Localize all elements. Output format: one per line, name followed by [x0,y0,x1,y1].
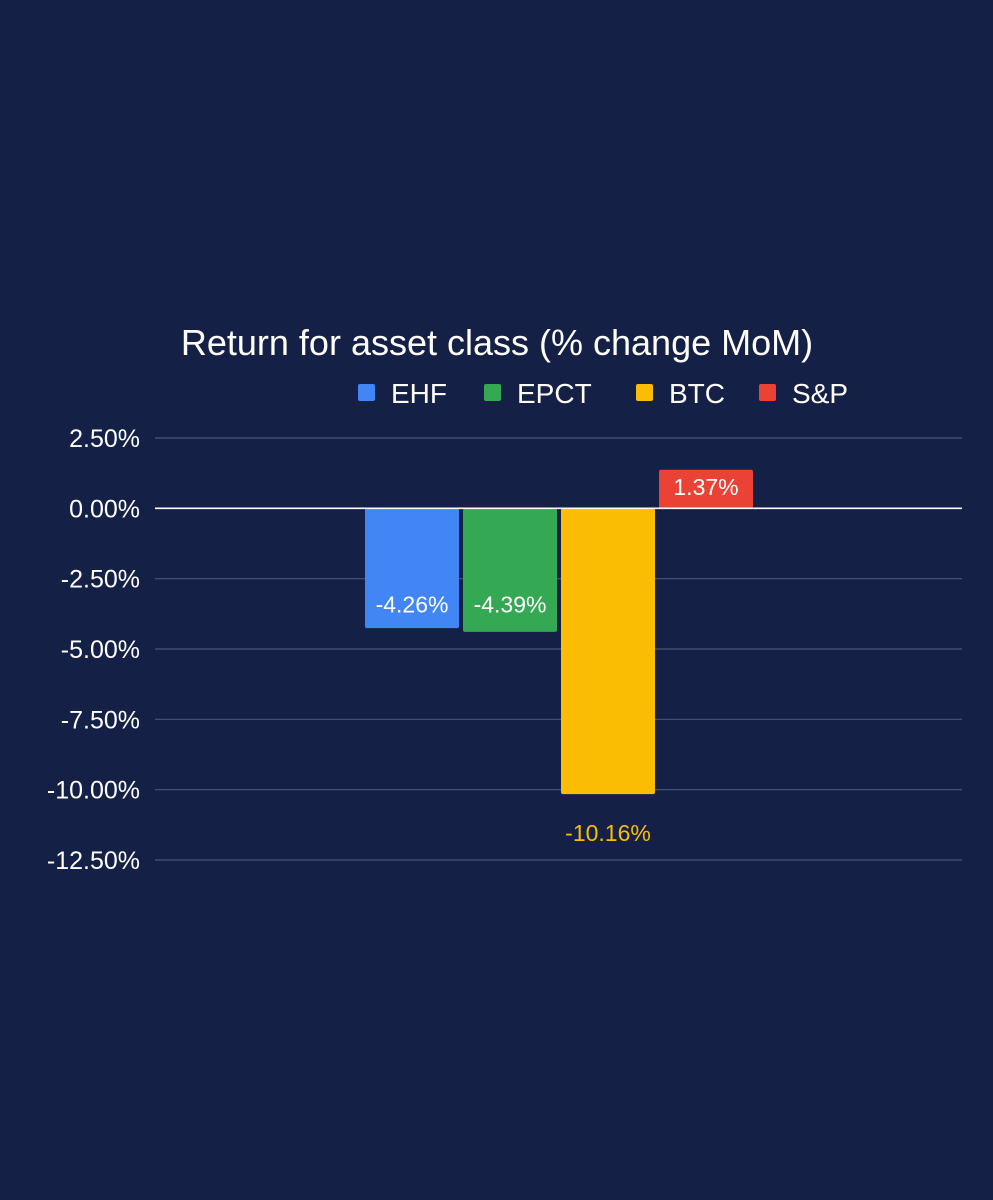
y-tick-label: -5.00% [61,636,140,664]
legend-label: EHF [391,378,447,409]
chart-title: Return for asset class (% change MoM) [181,322,813,363]
legend-label: BTC [669,378,725,409]
y-tick-label: -7.50% [61,706,140,734]
bar-ehf [365,508,459,629]
legend-swatch [636,384,653,401]
data-label: -4.26% [376,591,449,617]
data-label: -4.39% [474,591,547,617]
bar-btc [561,508,655,795]
legend-swatch [484,384,501,401]
gridlines [155,437,962,861]
legend-swatch [358,384,375,401]
data-label: -10.16% [565,820,651,846]
legend-label: EPCT [517,378,592,409]
bar-sp [659,469,753,509]
y-tick-label: 2.50% [69,425,140,453]
legend: EHF EPCT BTC S&P [358,378,848,409]
bars [365,469,753,795]
legend-swatch [759,384,776,401]
legend-label: S&P [792,378,848,409]
y-tick-label: -2.50% [61,566,140,594]
y-axis-tick-labels: 2.50% 0.00% -2.50% -5.00% -7.50% -10.00% -12.5… [47,425,140,875]
data-labels: -4.26% -4.39% -10.16% 1.37% [376,474,739,846]
y-tick-label: 0.00% [69,495,140,523]
bar-epct [463,508,557,632]
data-label: 1.37% [673,474,738,500]
y-tick-label: -10.00% [47,777,140,805]
y-tick-label: -12.50% [47,847,140,875]
